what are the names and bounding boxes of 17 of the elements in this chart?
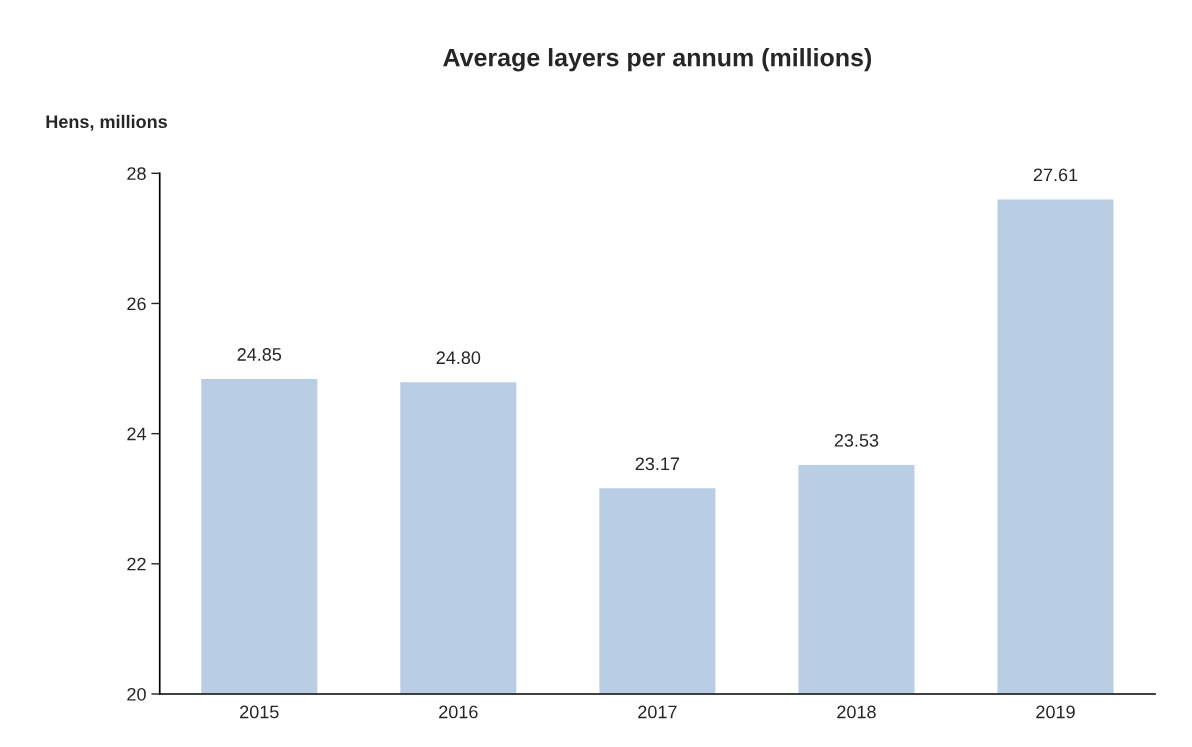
chart-title: Average layers per annum (millions) [443, 48, 872, 72]
x-tick-label: 2019 [1036, 705, 1075, 719]
y-tick-label: 20 [127, 687, 146, 701]
y-tick-label: 24 [127, 427, 147, 441]
data-label: 24.80 [436, 351, 481, 365]
y-tick-label: 28 [127, 167, 146, 181]
y-tick-label: 26 [127, 297, 146, 311]
data-label: 23.53 [834, 433, 879, 447]
data-label: 23.17 [635, 457, 680, 471]
y-axis-title: Hens, millions [46, 114, 167, 131]
x-tick-label: 2018 [837, 705, 876, 719]
y-tick-label: 22 [127, 557, 146, 571]
x-tick-label: 2016 [439, 705, 478, 719]
x-tick-label: 2015 [240, 705, 279, 719]
data-label: 24.85 [237, 348, 282, 361]
data-label: 27.61 [1033, 168, 1078, 182]
x-tick-label: 2017 [638, 705, 677, 719]
